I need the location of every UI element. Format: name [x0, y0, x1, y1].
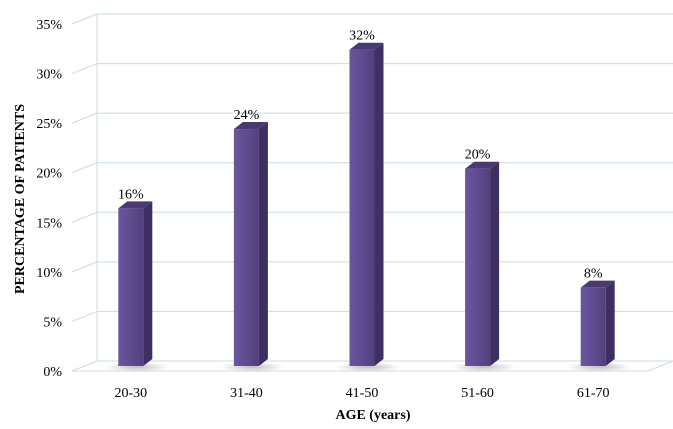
- y-tick-label: 25%: [36, 117, 62, 132]
- bar-top: [580, 280, 615, 288]
- gridline-diagonal: [71, 310, 98, 322]
- bar-group: 32%: [336, 29, 400, 372]
- bar-top: [233, 122, 268, 130]
- y-tick-label: 15%: [36, 216, 62, 231]
- bar-group: 16%: [104, 187, 169, 372]
- bar-group: 20%: [451, 148, 516, 372]
- bar: [118, 208, 144, 366]
- data-label: 32%: [349, 29, 375, 44]
- y-tick-label: 5%: [43, 315, 62, 330]
- data-label: 8%: [584, 267, 603, 282]
- bar: [580, 287, 606, 366]
- bar-group: 24%: [220, 108, 285, 372]
- bar: [465, 168, 491, 366]
- bar-top: [349, 42, 384, 50]
- bar-side: [258, 122, 268, 366]
- x-tick-label: 20-30: [114, 386, 147, 401]
- gridline-diagonal: [71, 261, 98, 273]
- data-label: 24%: [234, 108, 260, 123]
- x-axis-title: AGE (years): [335, 408, 410, 423]
- x-axis-ticks: 20-30 31-40 41-50 51-60 61-70: [114, 386, 609, 401]
- floor-right-edge: [647, 360, 673, 372]
- x-tick-label: 61-70: [577, 386, 610, 401]
- y-tick-label: 0%: [43, 365, 62, 380]
- bar-top: [465, 161, 500, 169]
- x-tick-label: 51-60: [461, 386, 494, 401]
- x-tick-label: 31-40: [230, 386, 263, 401]
- bars-layer: 16% 24% 32% 20% 8%: [104, 29, 632, 372]
- bar-group: 8%: [567, 267, 632, 372]
- gridline-diagonal: [71, 13, 98, 25]
- x-tick-label: 41-50: [346, 386, 379, 401]
- gridline-diagonal: [71, 360, 98, 372]
- bar-side: [143, 201, 153, 366]
- y-tick-label: 20%: [36, 167, 62, 182]
- gridline-diagonal: [71, 211, 98, 223]
- bar: [233, 129, 259, 366]
- bar-side: [490, 161, 500, 366]
- y-axis-title: PERCENTAGE OF PATIENTS: [13, 104, 28, 294]
- bar-side: [374, 42, 384, 366]
- bar: [349, 49, 375, 366]
- data-label: 16%: [118, 187, 144, 202]
- gridline-diagonal: [71, 162, 98, 174]
- y-tick-label: 35%: [36, 18, 62, 33]
- y-tick-label: 10%: [36, 266, 62, 281]
- y-tick-label: 30%: [36, 68, 62, 83]
- gridline-diagonal: [71, 112, 98, 124]
- bar-side: [605, 280, 615, 366]
- data-label: 20%: [465, 148, 491, 163]
- y-axis-ticks: 0% 5% 10% 15% 20% 25% 30% 35%: [36, 18, 62, 380]
- gridline-diagonal: [71, 63, 98, 75]
- bar-top: [118, 201, 153, 209]
